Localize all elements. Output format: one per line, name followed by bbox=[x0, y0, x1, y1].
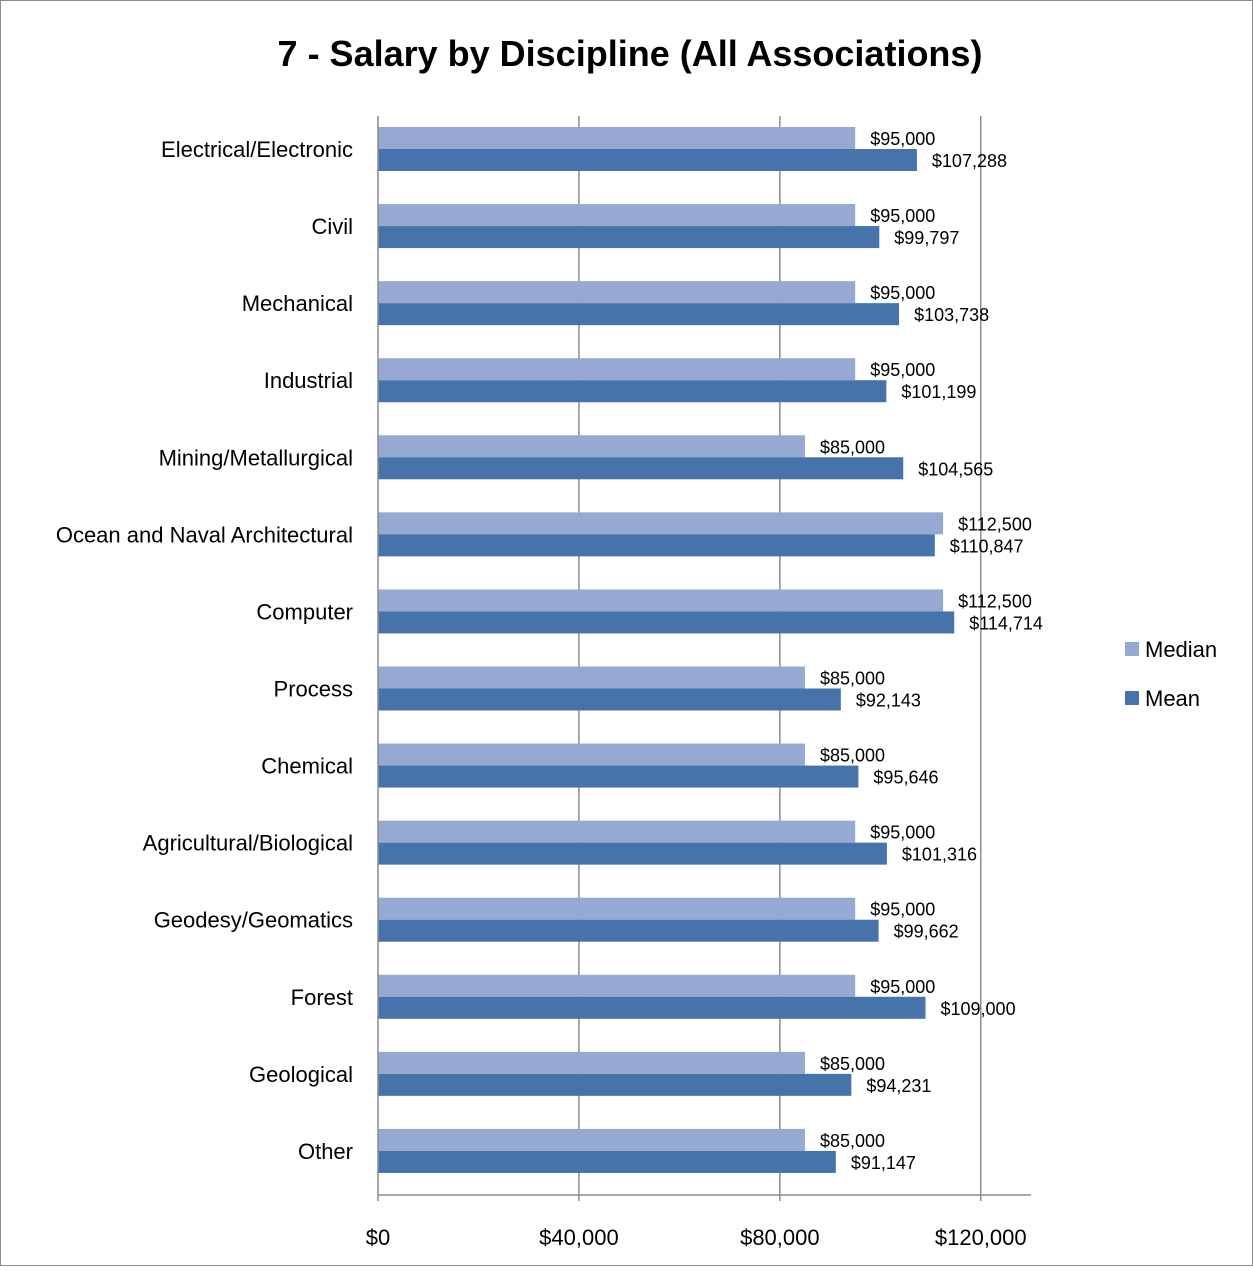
data-label-mean: $104,565 bbox=[918, 459, 993, 479]
data-label-mean: $110,847 bbox=[950, 536, 1024, 556]
bar-median bbox=[378, 743, 805, 766]
x-tick-label: $120,000 bbox=[935, 1225, 1027, 1250]
data-label-median: $85,000 bbox=[820, 1054, 885, 1074]
data-label-median: $85,000 bbox=[820, 437, 885, 457]
bar-median bbox=[378, 666, 805, 689]
data-label-mean: $109,000 bbox=[941, 999, 1016, 1019]
legend: Median Mean bbox=[1125, 637, 1217, 711]
legend-label-median: Median bbox=[1145, 637, 1217, 662]
data-label-mean: $101,199 bbox=[901, 382, 976, 402]
bar-mean bbox=[378, 919, 879, 942]
bar-median bbox=[378, 1051, 805, 1074]
bar-median bbox=[378, 589, 944, 612]
category-label: Agricultural/Biological bbox=[143, 831, 353, 856]
data-label-mean: $92,143 bbox=[856, 691, 921, 711]
data-label-median: $85,000 bbox=[820, 669, 885, 689]
data-label-mean: $103,738 bbox=[914, 305, 989, 325]
bar-mean bbox=[378, 149, 917, 171]
data-label-median: $112,500 bbox=[958, 514, 1032, 534]
bar-mean bbox=[378, 842, 887, 865]
category-label: Geological bbox=[249, 1062, 353, 1087]
bar-median bbox=[378, 512, 944, 535]
x-tick-label: $0 bbox=[366, 1225, 390, 1250]
bar-median bbox=[378, 127, 856, 149]
category-label: Chemical bbox=[261, 754, 353, 779]
bar-mean bbox=[378, 1073, 852, 1096]
legend-swatch-mean bbox=[1125, 691, 1139, 705]
bar-mean bbox=[378, 765, 859, 788]
data-label-mean: $95,646 bbox=[873, 768, 938, 788]
bar-median bbox=[378, 1128, 805, 1151]
data-label-median: $95,000 bbox=[870, 823, 935, 843]
category-label: Computer bbox=[256, 599, 353, 624]
category-label: Mining/Metallurgical bbox=[159, 445, 353, 470]
x-tick-label: $80,000 bbox=[740, 1225, 820, 1250]
category-label: Geodesy/Geomatics bbox=[154, 908, 353, 933]
data-label-mean: $114,714 bbox=[969, 613, 1043, 633]
data-label-mean: $94,231 bbox=[866, 1076, 931, 1096]
data-label-mean: $99,662 bbox=[894, 922, 959, 942]
data-label-median: $85,000 bbox=[820, 746, 885, 766]
data-label-mean: $99,797 bbox=[894, 228, 959, 248]
data-label-median: $95,000 bbox=[870, 206, 935, 226]
data-label-median: $95,000 bbox=[870, 360, 935, 380]
data-label-median: $95,000 bbox=[870, 977, 935, 997]
bars bbox=[378, 127, 955, 1173]
data-label-median: $112,500 bbox=[958, 591, 1032, 611]
category-label: Other bbox=[298, 1139, 353, 1164]
labels: $0 $40,000 $80,000 $120,000 Electrical/Elect… bbox=[56, 129, 1043, 1250]
data-label-mean: $107,288 bbox=[932, 151, 1007, 171]
chart-title: 7 - Salary by Discipline (All Associatio… bbox=[278, 33, 983, 74]
data-label-median: $95,000 bbox=[870, 900, 935, 920]
data-label-median: $95,000 bbox=[870, 129, 935, 149]
bar-mean bbox=[378, 303, 900, 326]
category-label: Civil bbox=[311, 214, 353, 239]
category-label: Forest bbox=[291, 985, 353, 1010]
bar-mean bbox=[378, 534, 935, 557]
bar-mean bbox=[378, 380, 887, 403]
bar-median bbox=[378, 281, 856, 304]
bar-median bbox=[378, 204, 856, 227]
bar-mean bbox=[378, 611, 955, 634]
category-label: Mechanical bbox=[242, 291, 353, 316]
category-label: Process bbox=[274, 677, 353, 702]
bar-median bbox=[378, 974, 856, 997]
bar-mean bbox=[378, 688, 841, 711]
category-label: Electrical/Electronic bbox=[161, 137, 353, 162]
bar-median bbox=[378, 358, 856, 381]
legend-swatch-median bbox=[1125, 642, 1139, 656]
data-label-median: $85,000 bbox=[820, 1131, 885, 1151]
category-label: Industrial bbox=[264, 368, 353, 393]
category-label: Ocean and Naval Architectural bbox=[56, 522, 353, 547]
axes bbox=[377, 116, 1031, 1196]
data-label-mean: $101,316 bbox=[902, 845, 977, 865]
bar-median bbox=[378, 435, 805, 458]
bar-median bbox=[378, 820, 856, 843]
legend-label-mean: Mean bbox=[1145, 686, 1200, 711]
x-tick-label: $40,000 bbox=[539, 1225, 619, 1250]
bar-mean bbox=[378, 1150, 836, 1173]
data-label-median: $95,000 bbox=[870, 283, 935, 303]
data-label-mean: $91,147 bbox=[851, 1153, 916, 1173]
bar-mean bbox=[378, 226, 880, 249]
bar-mean bbox=[378, 457, 904, 480]
bar-median bbox=[378, 897, 856, 920]
bar-mean bbox=[378, 996, 926, 1019]
